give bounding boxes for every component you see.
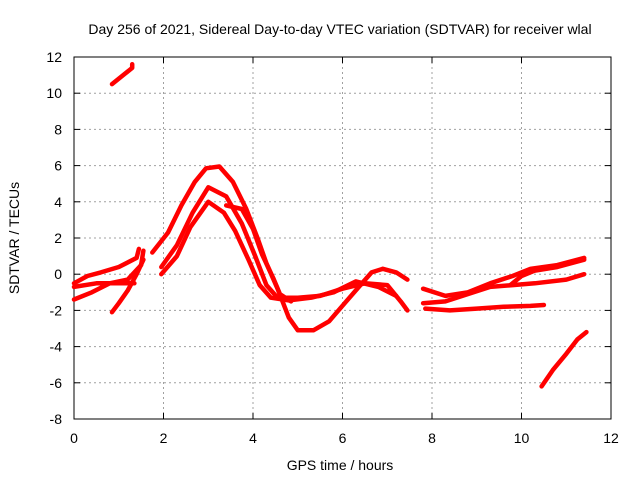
series-arc-evening-b — [420, 271, 587, 306]
axis-ticks: 0 2 4 6 8 10 12 -8 -6 -4 -2 0 2 4 6 8 10 12 — [46, 49, 619, 446]
y-axis-title: SDTVAR / TECUs — [6, 182, 22, 294]
chart-title: Day 256 of 2021, Sidereal Day-to-day VTE… — [88, 21, 591, 37]
y-tick-label: 0 — [54, 266, 62, 282]
series-arc-evening-d — [508, 257, 587, 288]
series-arc-peak-shoulder — [223, 203, 294, 304]
series-arc-morning-d — [109, 257, 146, 315]
data-series — [71, 61, 589, 389]
y-tick-label: 4 — [54, 194, 62, 210]
series-arc-bottom-right — [539, 329, 589, 389]
grid-lines — [74, 57, 611, 419]
series-arc-evening-c — [423, 302, 547, 313]
y-tick-label: -8 — [50, 411, 63, 427]
y-tick-label: 6 — [54, 158, 62, 174]
y-tick-label: -4 — [50, 339, 63, 355]
x-tick-label: 4 — [249, 430, 257, 446]
series-arc-peak-mid — [159, 185, 410, 313]
y-tick-label: 12 — [46, 49, 62, 65]
series-arc-evening-a — [420, 255, 587, 299]
y-tick-label: -6 — [50, 375, 63, 391]
y-tick-label: 10 — [46, 85, 62, 101]
series-arc-top-left — [109, 61, 135, 87]
series-arc-morning-a — [71, 246, 142, 286]
y-tick-label: 8 — [54, 121, 62, 137]
x-tick-label: 10 — [514, 430, 530, 446]
series-arc-peak-upper — [150, 164, 410, 333]
x-tick-label: 8 — [428, 430, 436, 446]
series-arc-peak-lower — [159, 199, 399, 303]
x-tick-label: 0 — [70, 430, 78, 446]
y-tick-label: -2 — [50, 302, 63, 318]
y-tick-label: 2 — [54, 230, 62, 246]
x-tick-label: 6 — [339, 430, 347, 446]
x-tick-label: 2 — [160, 430, 168, 446]
x-axis-title: GPS time / hours — [287, 457, 394, 473]
series-arc-morning-c — [71, 281, 137, 290]
x-tick-label: 12 — [603, 430, 619, 446]
